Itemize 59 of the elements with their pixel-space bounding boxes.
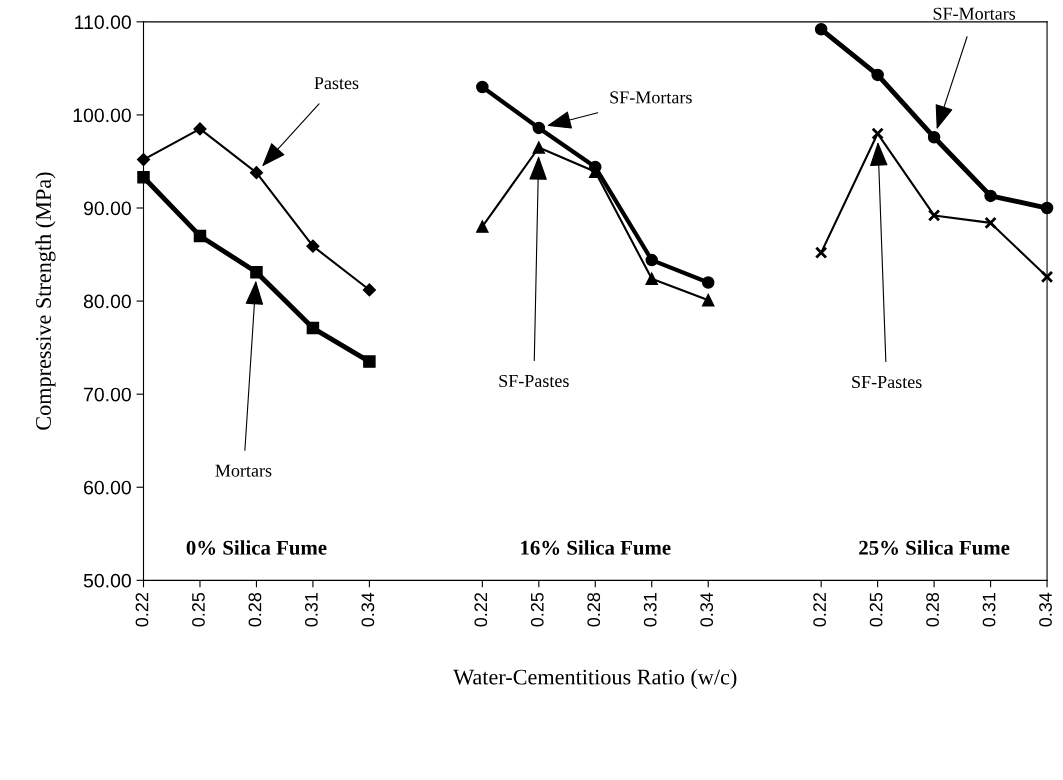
x-tick-label: 0.28 xyxy=(587,592,601,627)
x-tick-label: 0.31 xyxy=(982,593,996,627)
point xyxy=(363,355,376,368)
point xyxy=(701,293,715,307)
point xyxy=(306,321,320,335)
x-tick-label: 0.34 xyxy=(361,592,375,627)
x-tick-label: 0.31 xyxy=(304,593,318,627)
text: SF-Mortars xyxy=(933,7,1016,20)
y-tick-label: 110.00 xyxy=(75,15,131,30)
x-tick-label: 0.22 xyxy=(474,593,488,627)
point xyxy=(927,131,941,144)
y-tick-label: 100.00 xyxy=(73,108,131,123)
x-tick-label: 0.31 xyxy=(643,593,657,627)
annotation: 16% Silica Fume xyxy=(521,540,671,555)
annotation: 25% Silica Fume xyxy=(859,540,1010,555)
text: SF-Pastes xyxy=(499,374,569,388)
x-tick-label: 0.34 xyxy=(1039,592,1052,627)
point xyxy=(1040,270,1054,284)
point xyxy=(984,216,997,230)
point xyxy=(871,127,884,140)
x-tick-label: 0.25 xyxy=(192,592,205,627)
y-axis-title: Compressive Strength (MPa) xyxy=(35,172,56,430)
text: SF-Mortars xyxy=(610,91,692,104)
point xyxy=(645,253,659,267)
x-tick-label: 0.25 xyxy=(530,592,544,627)
point xyxy=(532,141,546,154)
point xyxy=(645,272,659,285)
x-tick-label: 0.22 xyxy=(135,593,149,627)
y-tick-label: 90.00 xyxy=(83,201,131,216)
x-tick-label: 0.28 xyxy=(248,592,262,627)
y-tick-label: 80.00 xyxy=(83,294,131,309)
x-tick-label: 0.34 xyxy=(700,592,714,627)
y-tick-label: 60.00 xyxy=(84,480,131,495)
x-tick-label: 0.28 xyxy=(926,592,939,627)
annotation: 0% Silica Fume xyxy=(186,540,327,555)
y-tick-label: 50.00 xyxy=(83,573,131,588)
point xyxy=(193,229,207,243)
text: SF-Pastes xyxy=(852,375,922,389)
point xyxy=(137,171,150,184)
point xyxy=(476,80,489,94)
text: Pastes xyxy=(314,77,359,90)
point xyxy=(362,283,376,297)
point xyxy=(984,189,997,203)
point xyxy=(814,23,828,36)
y-tick-label: 70.00 xyxy=(84,387,131,402)
point xyxy=(193,122,207,136)
point xyxy=(814,246,828,259)
point xyxy=(701,276,715,289)
point xyxy=(927,209,941,222)
point xyxy=(249,166,264,180)
point xyxy=(871,68,884,82)
point xyxy=(250,265,263,279)
x-tick-label: 0.25 xyxy=(869,592,883,627)
point xyxy=(532,121,546,135)
point xyxy=(476,220,489,233)
point xyxy=(306,239,320,253)
text: Mortars xyxy=(215,464,272,477)
x-tick-label: 0.22 xyxy=(813,593,827,627)
x-axis-title: Water-Cementitious Ratio (w/c) xyxy=(453,668,737,690)
